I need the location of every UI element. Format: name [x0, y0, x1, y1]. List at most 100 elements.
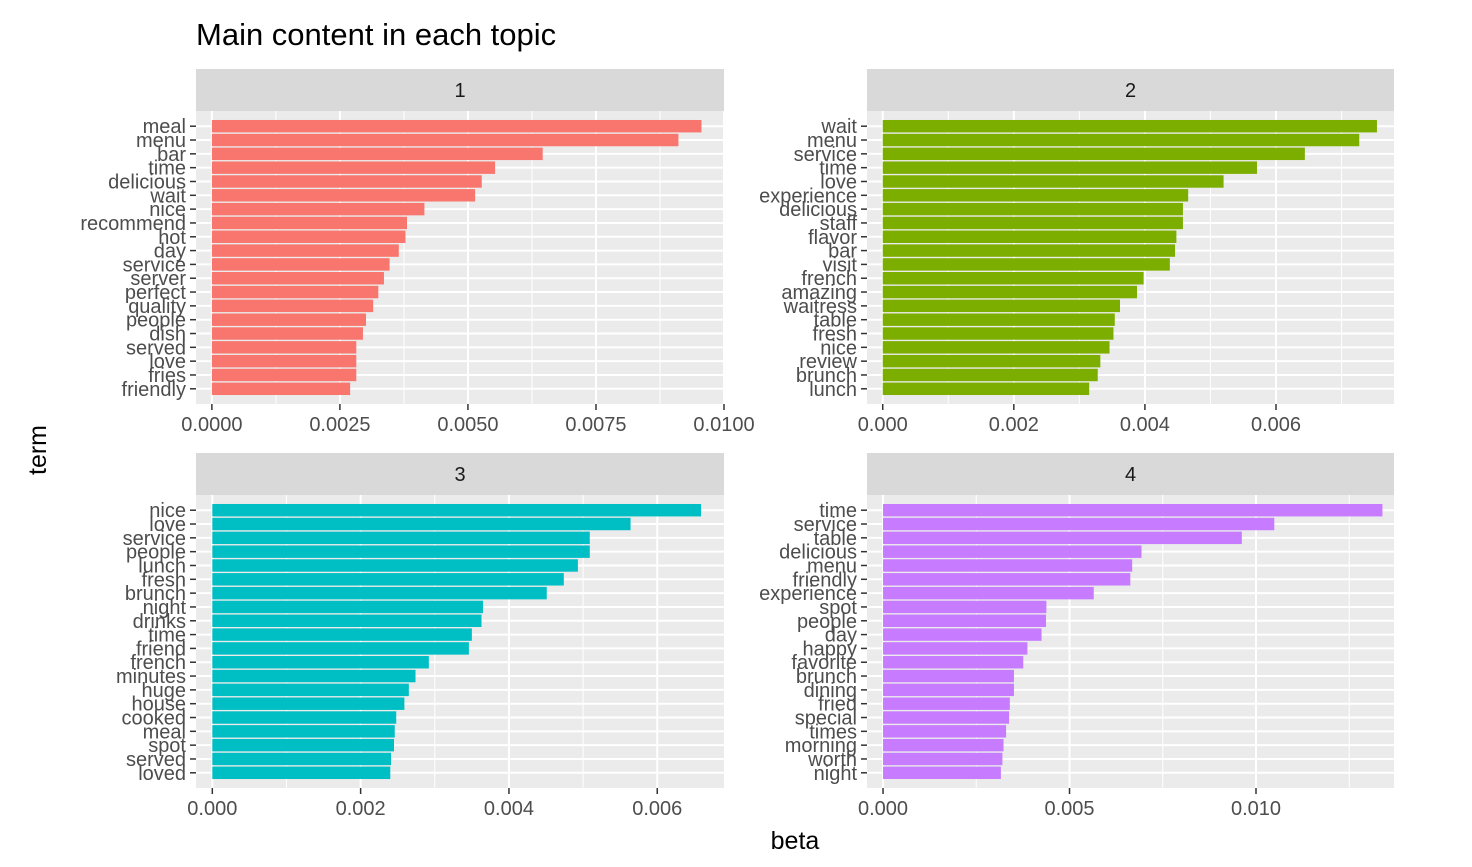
bar-drinks	[212, 614, 482, 627]
y-tick-label: fried	[818, 694, 857, 716]
bar-brunch	[883, 669, 1014, 683]
bar-special	[883, 711, 1010, 724]
bar-service	[212, 531, 590, 545]
bar-experience	[883, 586, 1094, 600]
y-tick-label: service	[123, 528, 186, 550]
y-tick-label: day	[154, 241, 186, 263]
y-tick-label: spot	[819, 597, 857, 619]
y-tick-label: wait	[820, 116, 857, 138]
bar-people	[883, 614, 1047, 627]
x-tick-label: 0.0075	[565, 414, 626, 436]
x-tick-label: 0.000	[858, 414, 908, 436]
y-tick-label: lunch	[138, 555, 186, 577]
y-tick-label: time	[819, 158, 857, 180]
y-tick-label: fresh	[142, 569, 186, 591]
bar-review	[882, 354, 1101, 368]
bar-menu	[883, 559, 1133, 572]
bar-fresh	[882, 327, 1114, 340]
bar-dish	[211, 327, 363, 340]
y-tick-label: review	[799, 351, 857, 373]
bar-happy	[883, 642, 1028, 655]
y-tick-label: spot	[148, 735, 186, 757]
bar-friendly	[211, 382, 351, 396]
y-tick-label: menu	[136, 130, 186, 152]
facet-strip-1	[196, 69, 724, 111]
x-tick-label: 0.006	[1251, 414, 1301, 436]
y-tick-label: menu	[807, 555, 857, 577]
bar-dining	[883, 683, 1014, 697]
y-tick-label: experience	[759, 583, 857, 605]
x-tick-label: 0.000	[858, 798, 908, 820]
bar-lunch	[212, 559, 578, 572]
y-tick-label: night	[143, 597, 187, 619]
y-tick-label: dining	[804, 680, 857, 702]
facet-strip-3	[196, 453, 724, 495]
y-tick-label: morning	[785, 735, 857, 757]
y-tick-label: bar	[828, 241, 857, 263]
x-tick-label: 0.000	[187, 798, 237, 820]
bar-delicious	[211, 175, 482, 188]
y-tick-label: served	[126, 337, 186, 359]
y-tick-label: huge	[142, 680, 187, 702]
facet-strip-2	[867, 69, 1394, 111]
bar-brunch	[212, 586, 547, 600]
y-tick-label: friendly	[122, 379, 186, 401]
bar-waitress	[882, 299, 1121, 313]
bar-time	[211, 161, 496, 174]
bar-love	[211, 354, 357, 368]
bar-nice	[212, 503, 702, 517]
y-tick-label: menu	[807, 130, 857, 152]
y-tick-label: served	[126, 749, 186, 771]
y-tick-label: cooked	[122, 708, 187, 730]
x-tick-label: 0.004	[484, 798, 534, 820]
facet-panel-4: 4 timeservicetabledeliciousmenufriendlyex…	[759, 453, 1394, 820]
x-tick-label: 0.002	[989, 414, 1039, 436]
y-tick-label: service	[123, 254, 186, 276]
bar-menu	[882, 133, 1360, 147]
bar-amazing	[882, 285, 1138, 299]
y-tick-label: server	[130, 268, 186, 290]
x-tick-label: 0.0000	[181, 414, 242, 436]
bar-french	[212, 656, 429, 669]
bar-day	[211, 244, 399, 257]
y-tick-label: nice	[149, 500, 186, 522]
y-tick-label: time	[819, 500, 857, 522]
y-tick-label: french	[801, 268, 857, 290]
y-tick-label: waitress	[783, 296, 857, 318]
y-tick-label: dish	[149, 324, 186, 346]
bar-loved	[212, 766, 391, 780]
bar-visit	[882, 258, 1170, 271]
y-tick-label: time	[148, 158, 186, 180]
bar-fried	[883, 697, 1010, 710]
x-tick-label: 0.0100	[693, 414, 754, 436]
bar-table	[883, 531, 1242, 545]
bar-day	[883, 628, 1042, 641]
y-tick-label: delicious	[108, 171, 186, 193]
bar-experience	[882, 189, 1189, 202]
facet-strip-label: 2	[1125, 80, 1136, 102]
y-tick-label: quality	[128, 296, 186, 318]
y-tick-label: loved	[138, 763, 186, 785]
bar-worth	[883, 752, 1003, 766]
bar-meal	[212, 725, 395, 738]
y-tick-label: staff	[820, 213, 858, 235]
bar-hot	[211, 230, 406, 243]
y-tick-label: delicious	[779, 542, 857, 564]
bar-served	[211, 341, 357, 354]
chart-title: Main content in each topic	[196, 17, 556, 52]
y-tick-label: nice	[820, 337, 857, 359]
bar-friend	[212, 642, 469, 655]
bar-staff	[882, 216, 1183, 230]
bar-spot	[883, 600, 1047, 614]
y-tick-label: bar	[157, 144, 186, 166]
x-tick-label: 0.005	[1044, 798, 1094, 820]
bar-server	[211, 272, 384, 285]
x-tick-label: 0.010	[1231, 798, 1281, 820]
y-tick-label: lunch	[809, 379, 857, 401]
bar-house	[212, 697, 405, 710]
y-tick-label: visit	[823, 254, 858, 276]
bar-flavor	[882, 230, 1177, 243]
bar-cooked	[212, 711, 397, 724]
bar-time	[882, 161, 1258, 174]
y-tick-label: flavor	[808, 227, 857, 249]
